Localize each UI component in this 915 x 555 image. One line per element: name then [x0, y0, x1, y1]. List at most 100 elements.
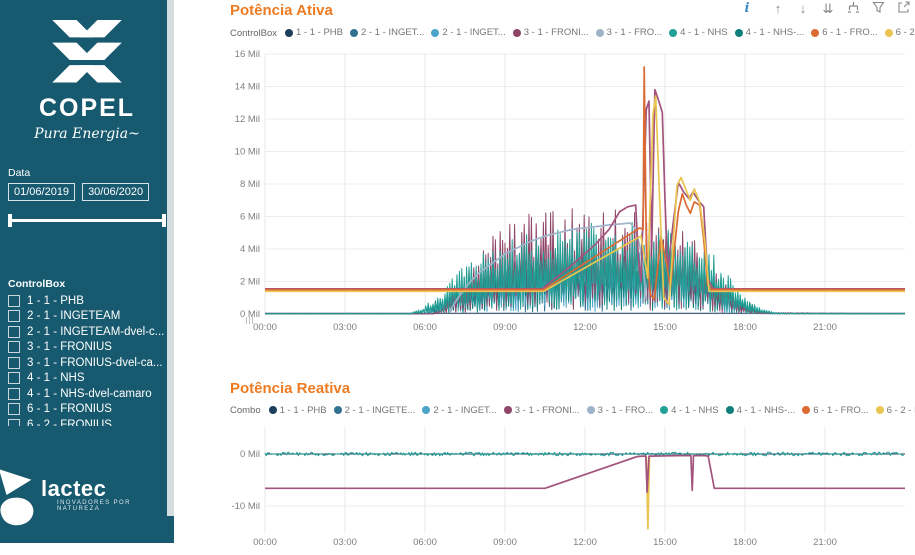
legend-active-power: ControlBox 1 - 1 - PHB 2 - 1 - INGET... 2 …	[230, 27, 915, 40]
legend-item[interactable]: 4 - 1 - NHS-...	[734, 27, 804, 38]
controlbox-item[interactable]: 3 - 1 - FRONIUS	[8, 340, 174, 356]
legend-item[interactable]: 1 - 1 - PHB	[268, 405, 327, 416]
date-to-input[interactable]: 30/06/2020	[82, 183, 150, 201]
series-4 - 1 - NHS	[264, 221, 905, 314]
checkbox[interactable]	[8, 294, 20, 307]
y-tick-label: 16 Mil	[235, 49, 260, 60]
arrow-up-icon[interactable]: ↑	[774, 1, 782, 16]
legend-dot-icon	[725, 406, 734, 414]
legend-dot-icon	[669, 28, 678, 37]
active-power-chart: 00:00 03:00 06:00 09:00 12:00 15:00 18:00 21:00…	[235, 49, 905, 333]
controlbox-item[interactable]: 1 - 1 - PHB	[8, 293, 174, 309]
legend-item[interactable]: 2 - 1 - INGET...	[422, 405, 497, 416]
x-tick-label: 15:00	[653, 537, 677, 548]
legend-item[interactable]: 2 - 1 - INGETE...	[333, 405, 415, 416]
legend-reactive-power: Combo 1 - 1 - PHB 2 - 1 - INGETE... 2 - 1 …	[230, 405, 915, 418]
drill-mode-icon[interactable]: ⇊	[822, 1, 834, 16]
legend-dot-icon	[802, 406, 811, 414]
x-tick-label: 12:00	[573, 537, 597, 548]
x-tick-label: 03:00	[333, 537, 357, 548]
legend-item-label: 3 - 1 - FRO...	[597, 404, 654, 416]
controlbox-item[interactable]: 3 - 1 - FRONIUS-dvel-ca...	[8, 355, 174, 371]
brand-name: COPEL	[38, 94, 136, 122]
series-3 - 1 - FRONIUS-dvel	[448, 221, 648, 313]
x-tick-label: 21:00	[813, 322, 837, 333]
legend-dot-icon	[268, 406, 277, 414]
controlbox-item[interactable]: 2 - 1 - INGETEAM	[8, 309, 174, 325]
controlbox-item[interactable]: 6 - 2 - FRONIUS	[8, 417, 174, 426]
legend-item-label: 4 - 1 - NHS	[680, 27, 728, 38]
lactec-tagline: INOVADORES POR NATUREZA	[57, 500, 131, 512]
slider-track[interactable]	[10, 219, 164, 222]
legend-item[interactable]: 1 - 1 - PHB	[285, 27, 343, 38]
x-tick-label: 09:00	[493, 322, 517, 333]
legend-item[interactable]: 3 - 1 - FRO...	[595, 27, 663, 38]
x-tick-label: 06:00	[413, 537, 437, 548]
y-tick-label: 0 Mil	[240, 449, 260, 460]
controlbox-item[interactable]: 4 - 1 - NHS	[8, 371, 174, 387]
date-range-slider[interactable]	[8, 213, 166, 228]
controlbox-item-label: 3 - 1 - FRONIUS	[27, 341, 112, 354]
series-6 - 3 - FRONIUS	[265, 454, 905, 493]
legend-item-label: 6 - 1 - FRO...	[822, 27, 878, 38]
checkbox[interactable]	[8, 418, 20, 426]
legend-item[interactable]: 3 - 1 - FRONI...	[503, 405, 580, 416]
checkbox[interactable]	[8, 387, 20, 400]
date-filter-label: Data	[8, 167, 31, 179]
legend-dot-icon	[734, 28, 743, 37]
controlbox-item[interactable]: 2 - 1 - INGETEAM-dvel-c...	[8, 324, 174, 340]
controlbox-label: ControlBox	[8, 278, 66, 290]
focus-mode-icon[interactable]	[896, 1, 910, 16]
filter-icon[interactable]	[871, 1, 885, 16]
expand-hierarchy-icon[interactable]	[846, 1, 860, 16]
controlbox-item-label: 1 - 1 - PHB	[27, 294, 84, 307]
legend-dot-icon	[811, 28, 820, 37]
y-tick-label: 4 Mil	[240, 244, 260, 255]
sidebar-scrollbar[interactable]	[167, 0, 174, 516]
legend-item[interactable]: 6 - 1 - FRO...	[802, 404, 869, 416]
x-tick-label: 03:00	[333, 322, 357, 333]
x-tick-label: 18:00	[733, 537, 757, 548]
legend-item-label: 1 - 1 - PHB	[296, 27, 343, 38]
chart-title-reactive-power: Potência Reativa	[230, 379, 351, 397]
checkbox[interactable]	[8, 356, 20, 369]
y-tick-label: 6 Mil	[240, 211, 260, 222]
legend-item[interactable]: 2 - 1 - INGET...	[431, 27, 506, 38]
legend-item[interactable]: 6 - 2 - FRO...	[875, 405, 915, 416]
x-axis-scroll-handle[interactable]	[246, 317, 255, 324]
legend-item-label: 4 - 1 - NHS-...	[736, 404, 796, 416]
controlbox-item[interactable]: 6 - 1 - FRONIUS	[8, 402, 174, 418]
series-6 - 3 - FRONIUS	[265, 88, 905, 290]
legend-item[interactable]: 4 - 1 - NHS	[660, 405, 719, 416]
checkbox[interactable]	[8, 325, 20, 338]
legend-dot-icon	[512, 28, 521, 37]
legend-item[interactable]: 3 - 1 - FRO...	[586, 404, 654, 416]
sidebar-panel: COPEL Pura Energia~ Data 01/06/2019 30/0…	[0, 0, 174, 543]
legend-item-label: 6 - 1 - FRO...	[813, 404, 869, 416]
reactive-power-visual: Potência Reativa Combo 1 - 1 - PHB 2 - 1 …	[228, 380, 915, 552]
legend-item[interactable]: 6 - 2 - FRO...	[884, 27, 915, 38]
legend-dot-icon	[431, 28, 440, 37]
checkbox[interactable]	[8, 341, 20, 354]
legend-item[interactable]: 4 - 1 - NHS	[669, 27, 728, 38]
slider-handle-start[interactable]	[8, 214, 12, 227]
checkbox[interactable]	[8, 372, 20, 385]
info-icon[interactable]: i	[744, 1, 750, 16]
arrow-down-icon[interactable]: ↓	[799, 1, 807, 16]
legend-dot-icon	[503, 406, 512, 414]
date-from-input[interactable]: 01/06/2019	[8, 183, 76, 201]
checkbox[interactable]	[8, 310, 20, 323]
legend-dot-icon	[422, 406, 431, 414]
legend-item-label: 2 - 1 - INGET...	[361, 27, 425, 38]
checkbox[interactable]	[8, 403, 20, 416]
legend-dot-icon	[875, 406, 884, 414]
legend-dot-icon	[285, 28, 293, 37]
legend-item[interactable]: 6 - 1 - FRO...	[811, 27, 878, 38]
controlbox-item[interactable]: 4 - 1 - NHS-dvel-camaro	[8, 386, 174, 402]
legend-item-label: 3 - 1 - FRO...	[606, 27, 663, 38]
legend-item[interactable]: 2 - 1 - INGET...	[350, 27, 424, 38]
legend-item[interactable]: 3 - 1 - FRONI...	[512, 27, 589, 38]
report-canvas: i ↑ ↓ ⇊ Potência Ativa ControlBox 1 - 1 …	[228, 0, 915, 555]
slider-handle-end[interactable]	[162, 214, 166, 227]
legend-item[interactable]: 4 - 1 - NHS-...	[725, 404, 796, 416]
